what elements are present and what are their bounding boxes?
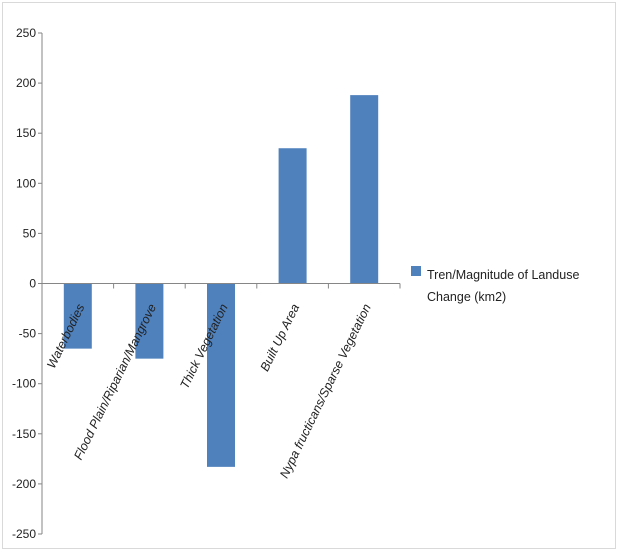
y-tick-label: -200 — [12, 477, 36, 491]
bar — [350, 95, 379, 284]
y-tick-label: 100 — [16, 176, 36, 190]
bars — [63, 95, 379, 467]
y-tick-label: 150 — [16, 126, 36, 140]
category-label: Built Up Area — [258, 302, 303, 374]
y-tick-label: 50 — [23, 226, 37, 240]
y-axis-ticks: 250 200 150 100 50 0 -50 -100 -150 -200 -250 — [12, 26, 42, 541]
bar — [278, 148, 307, 284]
y-tick-label: -50 — [19, 327, 37, 341]
legend-label: Tren/Magnitude of Landuse Change (km2) — [427, 268, 580, 304]
y-tick-label: -150 — [12, 427, 36, 441]
y-tick-label: 200 — [16, 76, 36, 90]
y-tick-label: 0 — [29, 277, 36, 291]
chart-frame — [2, 2, 616, 549]
legend-swatch — [411, 266, 421, 276]
y-tick-label: -100 — [12, 377, 36, 391]
y-tick-label: 250 — [16, 26, 36, 40]
bar — [135, 283, 164, 359]
bar — [63, 283, 92, 349]
bar — [207, 283, 235, 467]
y-tick-label: -250 — [12, 527, 36, 541]
